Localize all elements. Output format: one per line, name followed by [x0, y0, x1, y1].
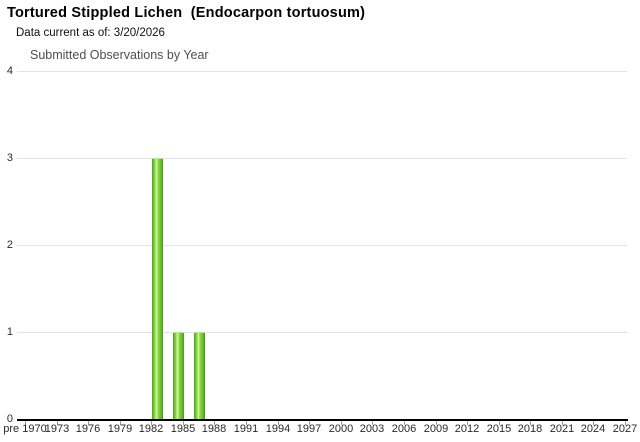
x-axis-label: 1991	[233, 423, 259, 435]
x-tick	[499, 421, 500, 425]
y-axis-label: 0	[6, 413, 13, 425]
x-tick	[404, 421, 405, 425]
x-axis-label: 1985	[170, 423, 196, 435]
x-tick	[183, 421, 184, 425]
x-axis-label: 2018	[517, 423, 543, 435]
x-axis-label: 2012	[454, 423, 480, 435]
x-axis-label: 2003	[359, 423, 385, 435]
y-gridline	[17, 71, 627, 72]
bar-1984[interactable]	[173, 332, 184, 419]
x-axis-label: 1982	[138, 423, 164, 435]
y-axis-label: 1	[6, 326, 13, 338]
y-axis-label: 4	[6, 65, 13, 77]
x-axis-line	[17, 419, 628, 421]
x-axis-label: 2027	[612, 423, 638, 435]
x-tick	[436, 421, 437, 425]
x-tick	[562, 421, 563, 425]
x-tick	[530, 421, 531, 425]
x-axis-label: 1997	[296, 423, 322, 435]
bar-1986[interactable]	[194, 332, 205, 419]
x-axis-label: 1988	[201, 423, 227, 435]
x-axis-label: 2015	[486, 423, 512, 435]
x-tick	[88, 421, 89, 425]
report-title: Tortured Stippled Lichen (Endocarpon tor…	[7, 5, 366, 21]
x-tick	[467, 421, 468, 425]
x-tick	[278, 421, 279, 425]
bar-1982[interactable]	[152, 158, 163, 419]
x-tick	[625, 421, 626, 425]
y-axis-label: 3	[6, 152, 13, 164]
x-tick	[57, 421, 58, 425]
y-gridline	[17, 245, 627, 246]
x-tick	[341, 421, 342, 425]
x-axis-label: 2006	[391, 423, 417, 435]
x-tick	[120, 421, 121, 425]
y-gridline	[17, 332, 627, 333]
x-axis-label: 1976	[75, 423, 101, 435]
x-tick	[309, 421, 310, 425]
x-axis-label: 1973	[44, 423, 70, 435]
data-current-note: Data current as of: 3/20/2026	[16, 27, 165, 39]
x-axis-label: 1994	[265, 423, 291, 435]
x-tick	[25, 421, 26, 425]
y-gridline	[17, 158, 627, 159]
x-tick	[593, 421, 594, 425]
y-axis-label: 2	[6, 239, 13, 251]
x-axis-label: 2009	[423, 423, 449, 435]
x-axis-label: 2024	[580, 423, 606, 435]
x-axis-label: 2000	[328, 423, 354, 435]
chart-title: Submitted Observations by Year	[30, 48, 209, 62]
x-axis-label: 2021	[549, 423, 575, 435]
x-tick	[372, 421, 373, 425]
x-tick	[151, 421, 152, 425]
x-axis-label: 1979	[107, 423, 133, 435]
x-axis-label: pre 1970	[3, 423, 47, 435]
x-tick	[246, 421, 247, 425]
x-tick	[214, 421, 215, 425]
